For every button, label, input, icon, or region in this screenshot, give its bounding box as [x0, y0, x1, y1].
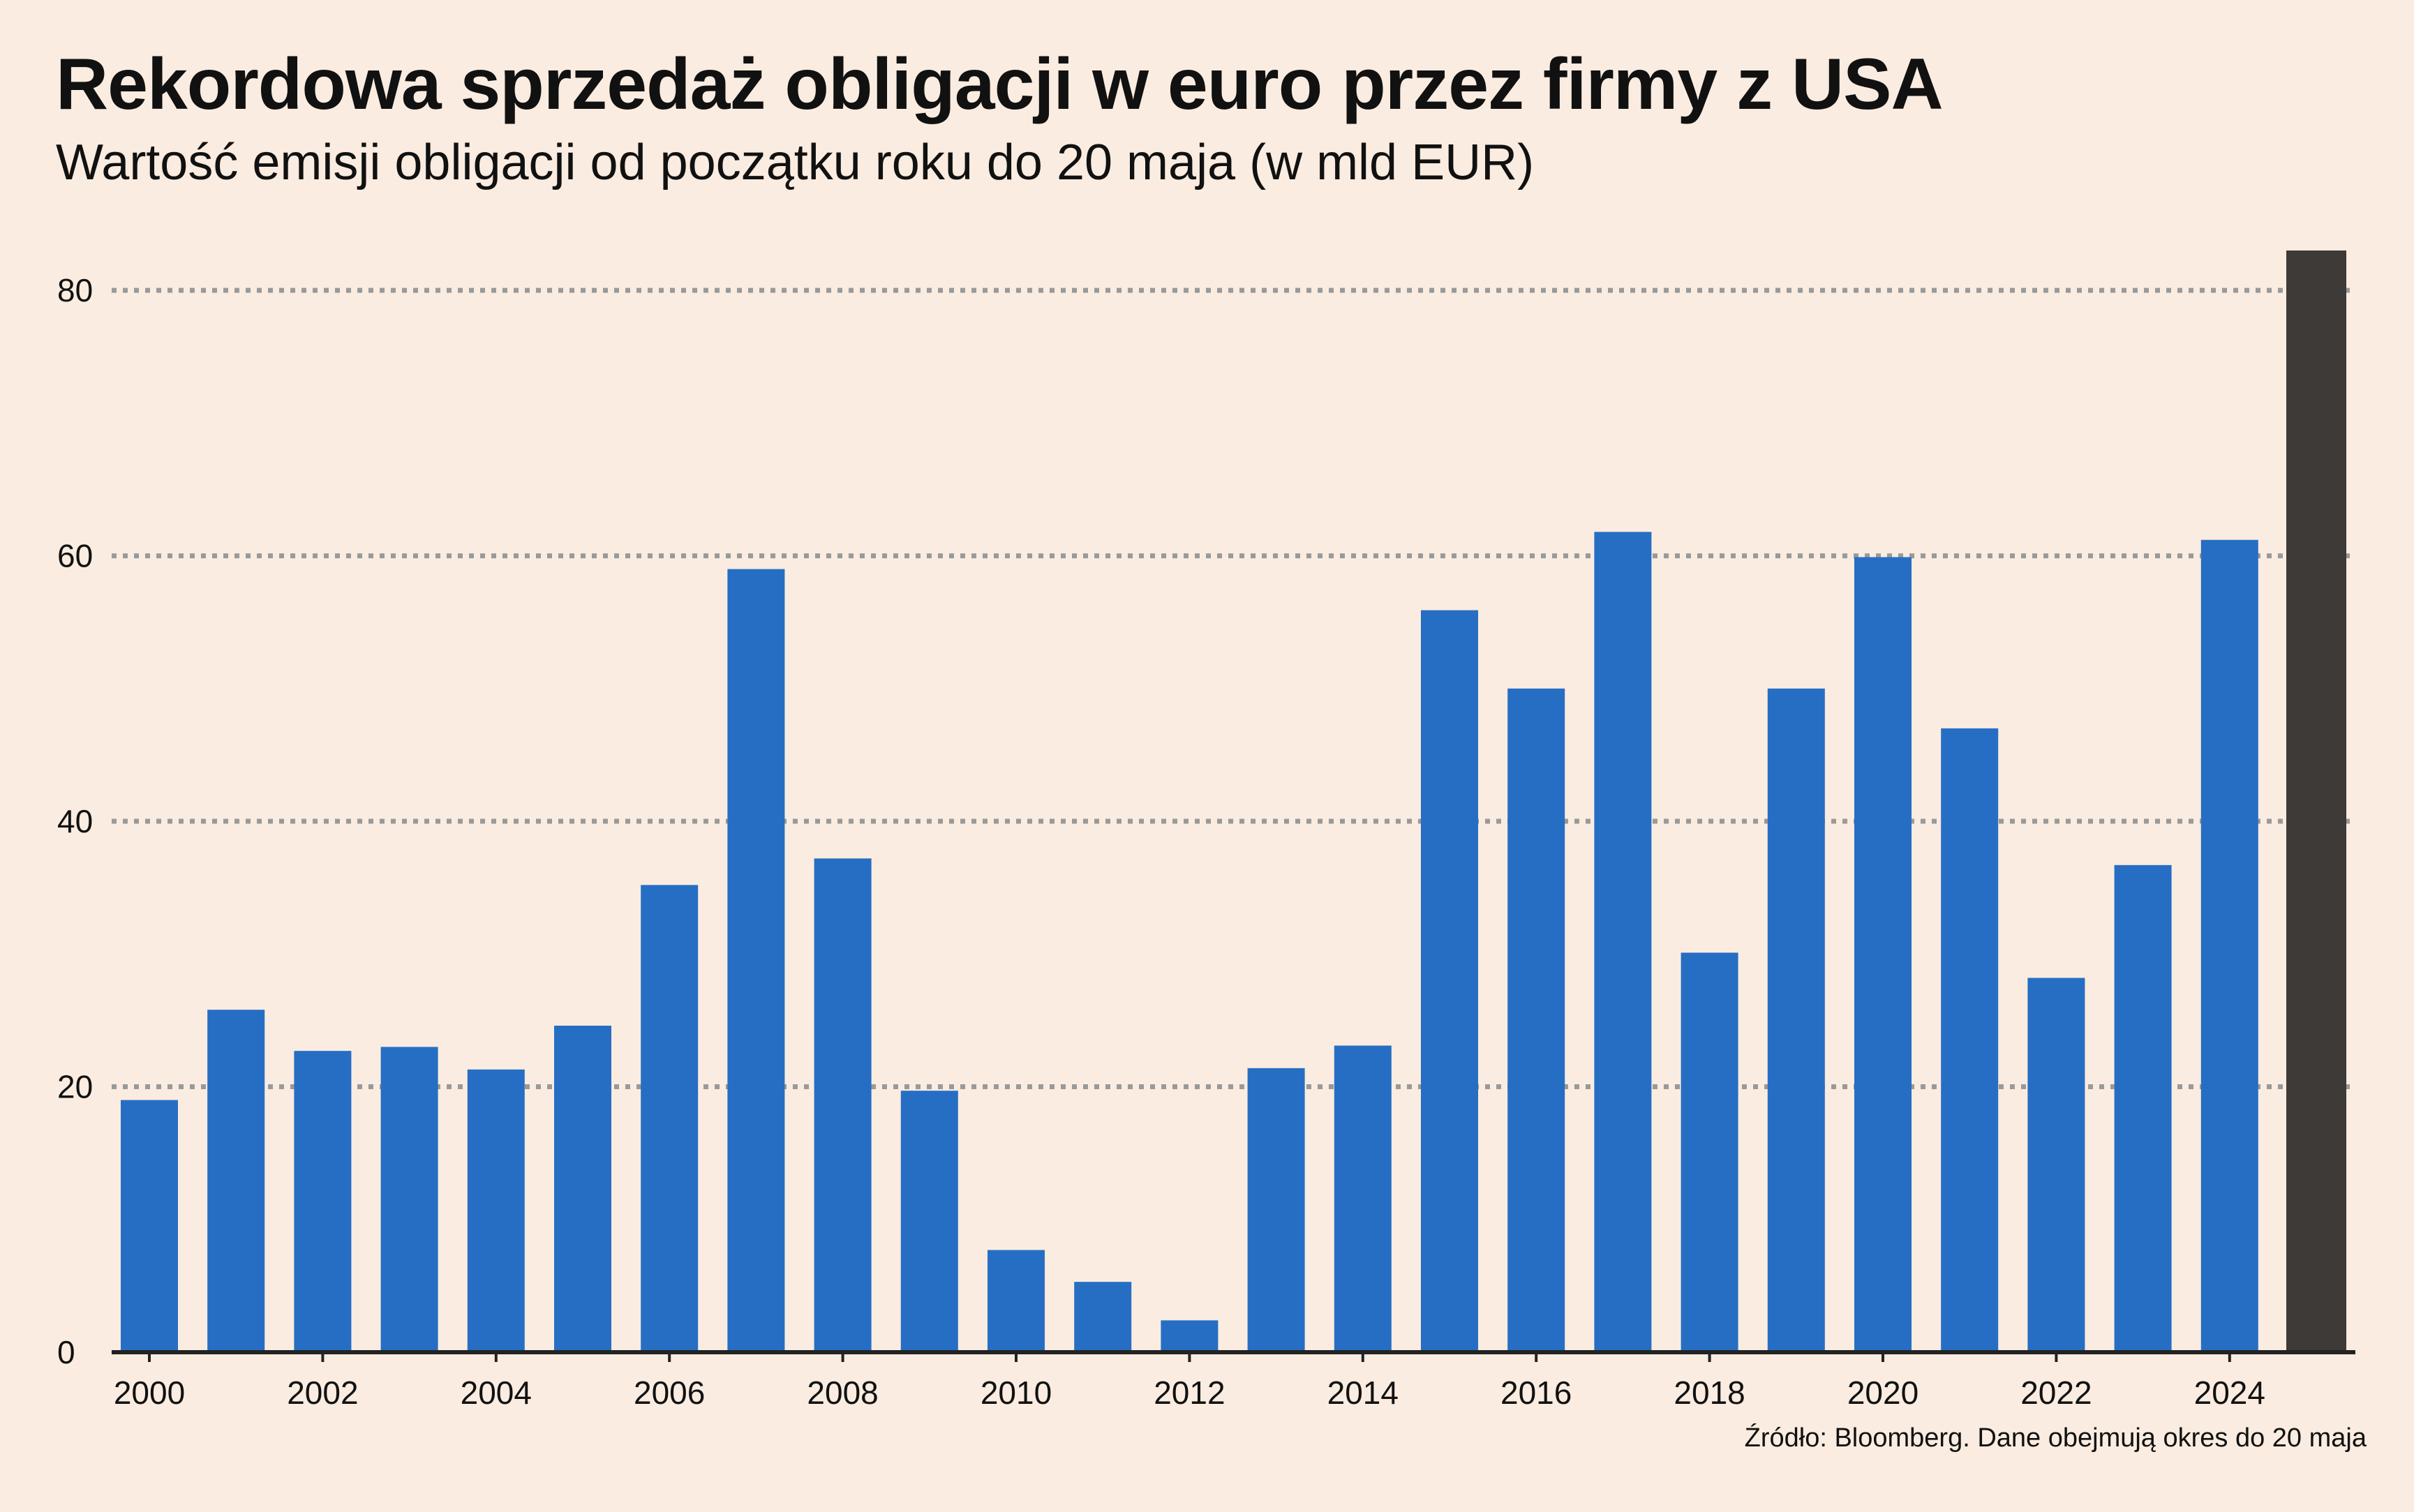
bar-2018 — [1681, 952, 1738, 1352]
bar-2011 — [1074, 1282, 1132, 1352]
x-tick-label-2010: 2010 — [981, 1375, 1052, 1411]
bar-2023 — [2114, 864, 2172, 1352]
x-tick-label-2008: 2008 — [807, 1375, 878, 1411]
x-tick-label-2000: 2000 — [114, 1375, 185, 1411]
bar-2005 — [554, 1026, 611, 1352]
bar-2006 — [641, 885, 699, 1352]
bar-2012 — [1161, 1320, 1219, 1352]
bar-2014 — [1334, 1045, 1392, 1352]
chart-subtitle: Wartość emisji obligacji od początku rok… — [56, 135, 1535, 190]
bar-2015 — [1421, 610, 1478, 1352]
x-tick-label-2024: 2024 — [2194, 1375, 2265, 1411]
bar-2010 — [988, 1250, 1045, 1352]
bar-2001 — [207, 1010, 265, 1352]
x-tick-label-2004: 2004 — [461, 1375, 532, 1411]
source-note: Źródło: Bloomberg. Dane obejmują okres d… — [1744, 1423, 2367, 1453]
bars — [121, 250, 2346, 1352]
bar-2024 — [2200, 539, 2258, 1352]
y-tick-label-60: 60 — [57, 538, 93, 574]
axes: 0 20 40 60 80 2000 2002 2004 2006 2008 2010 2012 201… — [57, 272, 2355, 1411]
bar-2013 — [1247, 1068, 1305, 1352]
bar-2007 — [727, 569, 785, 1352]
x-tick-label-2012: 2012 — [1154, 1375, 1225, 1411]
x-tick-label-2002: 2002 — [287, 1375, 358, 1411]
y-tick-label-80: 80 — [57, 272, 93, 308]
bar-2004 — [467, 1069, 525, 1352]
x-tick-label-2014: 2014 — [1327, 1375, 1399, 1411]
grid-lines — [112, 287, 2355, 1090]
y-tick-label-20: 20 — [57, 1069, 93, 1105]
bar-2019 — [1767, 688, 1825, 1352]
x-tick-label-2016: 2016 — [1500, 1375, 1572, 1411]
bar-2021 — [1941, 728, 1999, 1352]
bar-2022 — [2027, 978, 2085, 1352]
y-tick-label-0: 0 — [57, 1334, 75, 1370]
bar-2025 — [2286, 250, 2346, 1352]
bar-2008 — [814, 858, 872, 1352]
bar-2017 — [1594, 532, 1652, 1352]
bar-2002 — [294, 1051, 352, 1352]
bar-2009 — [900, 1091, 958, 1352]
x-tick-label-2018: 2018 — [1674, 1375, 1745, 1411]
x-tick-label-2020: 2020 — [1847, 1375, 1918, 1411]
x-tick-label-2006: 2006 — [634, 1375, 705, 1411]
bar-2020 — [1854, 557, 1912, 1352]
bar-2000 — [121, 1100, 178, 1352]
bar-2003 — [380, 1047, 438, 1352]
x-tick-label-2022: 2022 — [2020, 1375, 2092, 1411]
bar-2016 — [1507, 688, 1565, 1352]
y-tick-label-40: 40 — [57, 803, 93, 839]
chart-title: Rekordowa sprzedaż obligacji w euro prze… — [56, 44, 1944, 125]
